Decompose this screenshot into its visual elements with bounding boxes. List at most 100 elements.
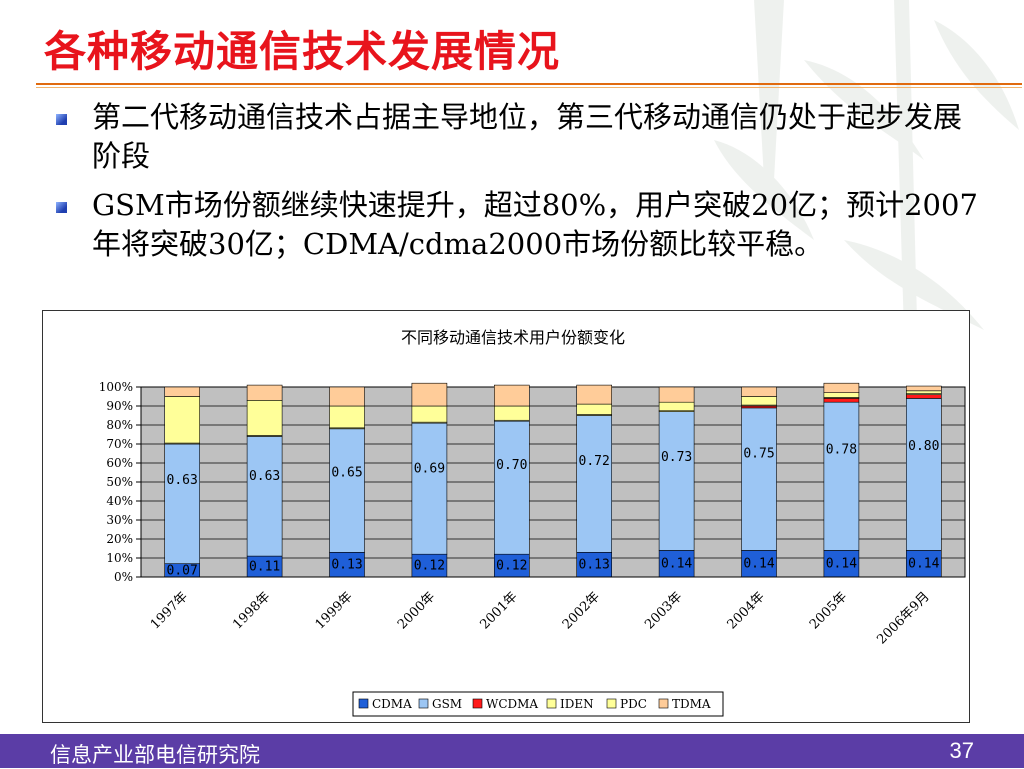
data-label-cdma: 0.14	[826, 557, 857, 572]
y-tick-label: 20%	[106, 532, 133, 546]
x-tick-label: 2004年	[725, 589, 768, 632]
bar-segment-pdc	[576, 403, 613, 415]
legend-swatch-gsm	[418, 698, 429, 709]
bar-segment-wcdma	[823, 398, 860, 403]
data-label-cdma: 0.11	[249, 560, 280, 575]
data-label-cdma: 0.12	[414, 559, 445, 574]
legend-swatch-cdma	[358, 698, 369, 709]
data-label-gsm: 0.63	[249, 469, 280, 484]
x-tick-label: 1999年	[313, 589, 356, 632]
x-tick-label: 1998年	[230, 589, 273, 632]
legend-label-gsm: GSM	[432, 697, 462, 711]
bullet-square-icon	[56, 114, 67, 125]
chart-title: 不同移动通信技术用户份额变化	[401, 328, 625, 347]
y-tick-label: 0%	[114, 570, 133, 584]
y-tick-label: 60%	[106, 456, 133, 470]
y-tick-label: 80%	[106, 418, 133, 432]
data-label-gsm: 0.72	[579, 454, 610, 469]
data-label-gsm: 0.70	[496, 458, 527, 473]
bar-segment-pdc	[164, 396, 200, 444]
bar-segment-tdma	[411, 382, 448, 407]
legend-swatch-pdc	[606, 698, 617, 709]
bar-segment-gsm	[658, 411, 695, 551]
legend-label-wcdma: WCDMA	[486, 697, 538, 711]
data-label-cdma: 0.14	[908, 557, 939, 572]
bar-segment-gsm	[823, 401, 860, 551]
bar-segment-gsm	[411, 422, 448, 555]
bar-segment-tdma	[164, 386, 200, 397]
plot-area: 0.07 0.63 0.11 0.63 0.13 0.65 0.12 0.69 0.12 0.70…	[140, 382, 966, 578]
legend-label-iden: IDEN	[560, 697, 594, 711]
x-tick-label: 1997年	[148, 589, 191, 632]
x-tick-label: 2002年	[560, 589, 603, 632]
x-tick-label: 2001年	[477, 589, 520, 632]
x-tick-label: 2005年	[807, 589, 850, 632]
data-label-cdma: 0.14	[743, 557, 774, 572]
y-tick-label: 90%	[106, 399, 133, 413]
bar-segment-gsm	[493, 420, 530, 555]
footer-organization: 信息产业部电信研究院	[50, 743, 260, 767]
bar-segment-gsm	[741, 407, 777, 551]
bar-segment-tdma	[576, 384, 613, 405]
y-tick-label: 100%	[99, 380, 133, 394]
legend-label-tdma: TDMA	[672, 697, 711, 711]
bar-segment-pdc	[905, 390, 942, 394]
bar-segment-pdc	[246, 400, 283, 436]
bar-segment-pdc	[741, 396, 777, 406]
bar-segment-gsm	[164, 443, 200, 564]
page-number: 37	[949, 738, 974, 763]
bar-segment-pdc	[493, 405, 530, 421]
data-label-gsm: 0.63	[167, 473, 198, 488]
legend-swatch-iden	[546, 698, 557, 709]
y-tick-label: 70%	[106, 437, 133, 451]
bullet-list: 第二代移动通信技术占据主导地位，第三代移动通信仍处于起步发展阶段 GSM市场份额…	[52, 98, 982, 274]
bar-segment-pdc	[823, 392, 860, 398]
y-tick-label: 50%	[106, 475, 133, 489]
y-tick-label: 10%	[106, 551, 133, 565]
title-underline-secondary	[36, 87, 1022, 88]
x-tick-label: 2003年	[642, 589, 685, 632]
bar-segment-pdc	[329, 405, 365, 429]
bar-segment-tdma	[823, 382, 860, 393]
slide-title: 各种移动通信技术发展情况	[44, 27, 561, 76]
legend-swatch-wcdma	[472, 698, 483, 709]
data-label-gsm: 0.75	[743, 446, 774, 461]
data-label-gsm: 0.69	[414, 462, 445, 477]
bar-segment-cdma	[905, 550, 942, 578]
legend-label-pdc: PDC	[620, 697, 647, 711]
x-tick-label: 2006年9月	[874, 589, 932, 647]
chart-legend: CDMA GSM WCDMA IDEN PDC TDMA	[352, 691, 724, 717]
data-label-cdma: 0.07	[167, 563, 198, 578]
chart-container: 不同移动通信技术用户份额变化 0.07 0.63 0.11 0.63 0.13 0.65 0…	[42, 310, 970, 723]
data-label-gsm: 0.73	[661, 450, 692, 465]
bar-segment-tdma	[329, 386, 365, 407]
bar-segment-tdma	[493, 384, 530, 407]
bar-segment-pdc	[411, 405, 448, 423]
legend-swatch-tdma	[658, 698, 669, 709]
footer-bar: 信息产业部电信研究院 37	[0, 734, 1024, 768]
bar-segment-tdma	[905, 385, 942, 392]
data-label-cdma: 0.13	[331, 558, 362, 573]
bar-segment-cdma	[658, 550, 695, 578]
bar-segment-gsm	[246, 436, 283, 557]
bar-segment-tdma	[246, 384, 283, 401]
data-label-cdma: 0.13	[579, 558, 610, 573]
y-tick-label: 30%	[106, 513, 133, 527]
bar-segment-tdma	[658, 386, 695, 403]
y-tick-label: 40%	[106, 494, 133, 508]
bar-segment-wcdma	[905, 394, 942, 399]
bar-segment-cdma	[741, 550, 777, 578]
data-label-cdma: 0.14	[661, 557, 692, 572]
bar-segment-gsm	[329, 428, 365, 553]
bar-segment-tdma	[741, 386, 777, 397]
bullet-text: GSM市场份额继续快速提升，超过80%，用户突破20亿；预计2007年将突破30…	[92, 188, 978, 261]
bullet-item: GSM市场份额继续快速提升，超过80%，用户突破20亿；预计2007年将突破30…	[52, 186, 982, 264]
bar-segment-gsm	[905, 398, 942, 551]
bar-segment-gsm	[576, 415, 613, 553]
title-underline	[36, 83, 1022, 85]
legend-label-cdma: CDMA	[372, 697, 412, 711]
bullet-item: 第二代移动通信技术占据主导地位，第三代移动通信仍处于起步发展阶段	[52, 98, 982, 176]
x-tick-label: 2000年	[395, 589, 438, 632]
bullet-square-icon	[56, 202, 67, 213]
stacked-bar-chart: 不同移动通信技术用户份额变化 0.070.630.110.630.130.650…	[99, 328, 966, 717]
